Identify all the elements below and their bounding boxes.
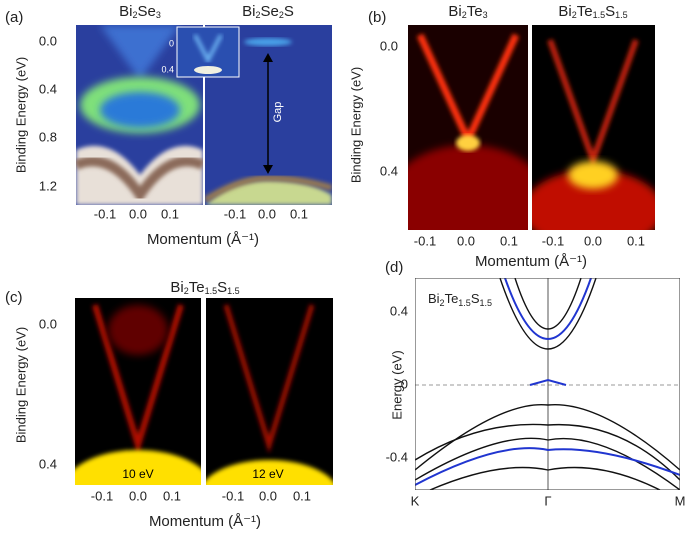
title-part: Bi <box>448 3 461 20</box>
subscript: 3 <box>483 10 488 20</box>
panel-title: Bi2Te1.5S1.5 <box>558 3 627 20</box>
x-tick-label: K <box>411 493 420 508</box>
x-tick-label: M <box>675 493 686 508</box>
panel-title: Bi2Se3 <box>119 3 161 20</box>
x-tick-label: -0.1 <box>222 488 244 503</box>
title-part: Bi <box>170 279 183 296</box>
inset-tick: 0.4 <box>161 64 174 74</box>
title-part: S <box>284 3 294 20</box>
y-tick-label: 0.8 <box>39 129 57 144</box>
photon-energy: 10 eV <box>122 467 153 481</box>
inset-tick: 0 <box>169 38 174 48</box>
y-tick-label: -0.4 <box>386 449 408 464</box>
x-tick-label: 0.1 <box>500 233 518 248</box>
title-part: Bi <box>242 3 255 20</box>
x-tick-label: 0.1 <box>627 233 645 248</box>
x-tick-label: 0.0 <box>457 233 475 248</box>
annotation: Gap <box>272 102 284 123</box>
subscript: 2 <box>462 10 467 20</box>
panel-title: Bi2Se2S <box>242 3 294 20</box>
title-part: S <box>471 291 480 306</box>
panel-label: (d) <box>385 259 403 276</box>
y-tick-label: 0.0 <box>39 316 57 331</box>
subscript: 1.5 <box>479 298 492 308</box>
panel-title: Bi2Te1.5S1.5 <box>170 279 239 296</box>
title-part: Te <box>577 3 593 20</box>
y-axis-label: Binding Energy (eV) <box>13 57 28 173</box>
x-axis-label: Momentum (Å⁻¹) <box>149 513 261 530</box>
x-tick-label: Γ <box>544 493 551 508</box>
x-tick-label: -0.1 <box>542 233 564 248</box>
panel-title: Bi2Te3 <box>448 3 487 20</box>
panel-label: (a) <box>5 9 23 26</box>
title-part: S <box>217 279 227 296</box>
photon-energy: 12 eV <box>252 467 283 481</box>
x-tick-label: -0.1 <box>91 488 113 503</box>
subscript: 3 <box>156 10 161 20</box>
subscript: 1.5 <box>615 10 628 20</box>
x-tick-label: 0.1 <box>293 488 311 503</box>
y-tick-label: 1.2 <box>39 178 57 193</box>
title-part: Se <box>260 3 278 20</box>
x-tick-label: 0.0 <box>259 488 277 503</box>
y-tick-label: 0.4 <box>390 303 408 318</box>
arpes-image <box>206 298 333 485</box>
y-tick-label: 0.0 <box>39 33 57 48</box>
title-part: Te <box>445 291 459 306</box>
subscript: 2 <box>255 10 260 20</box>
x-tick-label: 0.0 <box>258 206 276 221</box>
subscript: 1.5 <box>593 10 606 20</box>
subscript: 1.5 <box>227 286 240 296</box>
subscript: 2 <box>132 10 137 20</box>
x-tick-label: 0.0 <box>584 233 602 248</box>
subscript: 2 <box>440 298 445 308</box>
panel-label: (b) <box>368 9 386 26</box>
x-tick-label: 0.0 <box>129 206 147 221</box>
title-part: Te <box>467 3 483 20</box>
y-tick-label: 0 <box>401 376 408 391</box>
x-tick-label: 0.1 <box>163 488 181 503</box>
x-tick-label: -0.1 <box>414 233 436 248</box>
arpes-image <box>408 25 528 230</box>
y-tick-label: 0.4 <box>39 81 57 96</box>
title-part: Se <box>137 3 155 20</box>
title-part: Te <box>189 279 205 296</box>
subscript: 2 <box>279 10 284 20</box>
title-part: S <box>605 3 615 20</box>
panel-label: (c) <box>5 289 23 306</box>
y-axis-label: Energy (eV) <box>389 350 404 419</box>
arpes-image <box>75 298 201 485</box>
subscript: 1.5 <box>458 298 471 308</box>
arpes-image <box>532 25 655 230</box>
subscript: 1.5 <box>205 286 218 296</box>
x-tick-label: -0.1 <box>94 206 116 221</box>
x-tick-label: 0.1 <box>161 206 179 221</box>
x-axis-label: Momentum (Å⁻¹) <box>475 253 587 270</box>
x-tick-label: 0.0 <box>129 488 147 503</box>
y-tick-label: 0.4 <box>39 456 57 471</box>
subscript: 2 <box>184 286 189 296</box>
x-axis-label: Momentum (Å⁻¹) <box>147 231 259 248</box>
y-tick-label: 0.0 <box>380 38 398 53</box>
band-structure <box>415 278 680 490</box>
title-part: Bi <box>558 3 571 20</box>
title-part: Bi <box>119 3 132 20</box>
panel-title: Bi2Te1.5S1.5 <box>428 291 492 308</box>
title-part: Bi <box>428 291 440 306</box>
subscript: 2 <box>572 10 577 20</box>
y-axis-label: Binding Energy (eV) <box>348 67 363 183</box>
y-tick-label: 0.4 <box>380 163 398 178</box>
x-tick-label: 0.1 <box>290 206 308 221</box>
y-axis-label: Binding Energy (eV) <box>13 327 28 443</box>
x-tick-label: -0.1 <box>224 206 246 221</box>
